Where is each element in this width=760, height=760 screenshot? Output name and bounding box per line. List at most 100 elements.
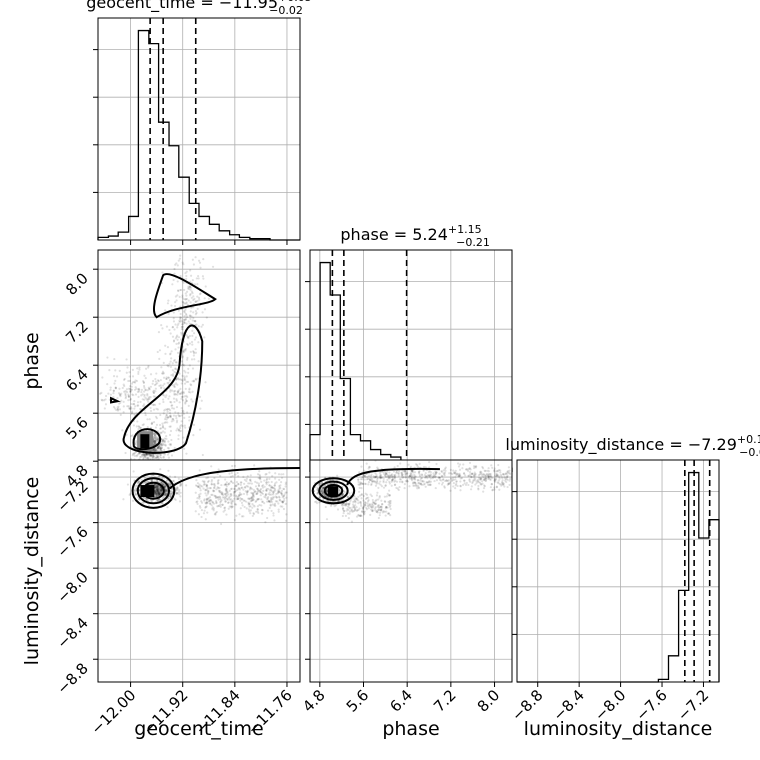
sample-point (201, 480, 204, 483)
sample-point (153, 448, 156, 452)
sample-point (477, 487, 480, 490)
sample-point (185, 452, 188, 455)
sample-point (181, 261, 184, 264)
sample-point (175, 299, 178, 302)
sample-point (370, 506, 373, 509)
sample-point (157, 489, 160, 492)
sample-point (194, 313, 197, 316)
sample-point (158, 485, 162, 489)
sample-point (444, 469, 447, 472)
sample-point (175, 342, 178, 345)
sample-point (198, 497, 201, 500)
sample-point (184, 387, 187, 390)
sample-point (164, 488, 167, 491)
sample-point (230, 500, 233, 503)
sample-point (201, 453, 204, 457)
sample-point (99, 392, 102, 395)
sample-point (285, 513, 288, 516)
sample-point (193, 297, 196, 300)
sample-point (284, 502, 287, 506)
sample-point (131, 375, 135, 378)
sample-point (129, 384, 132, 388)
sample-point (223, 498, 226, 501)
sample-point (176, 351, 180, 354)
sample-point (164, 309, 167, 312)
sample-point (342, 493, 345, 496)
sample-point (148, 454, 151, 458)
sample-point (280, 500, 283, 503)
sample-point (235, 481, 239, 484)
sample-point (187, 299, 190, 302)
sample-point (422, 469, 425, 472)
sample-point (474, 465, 477, 468)
sample-point (130, 412, 133, 415)
sample-point (189, 391, 192, 394)
sample-point (467, 483, 470, 487)
sample-point (179, 425, 182, 428)
sample-point (375, 498, 378, 501)
sample-point (235, 495, 238, 498)
sample-point (480, 483, 483, 486)
sample-point (350, 520, 354, 523)
sample-point (157, 491, 160, 494)
sample-point (459, 484, 462, 487)
sample-point (249, 509, 252, 512)
sample-point (130, 402, 133, 406)
sample-point (242, 475, 245, 478)
sample-point (383, 500, 386, 503)
sample-point (456, 473, 459, 476)
sample-point (404, 469, 407, 473)
sample-point (413, 478, 416, 481)
sample-point (350, 508, 353, 511)
sample-point (231, 464, 234, 468)
sample-point (130, 382, 134, 385)
sample-point (180, 397, 183, 400)
sample-point (413, 481, 416, 484)
sample-point (490, 475, 493, 478)
sample-point (240, 481, 243, 484)
sample-point (418, 474, 422, 478)
sample-point (321, 489, 325, 492)
sample-point (508, 479, 511, 482)
sample-point (406, 480, 409, 483)
sample-point (379, 476, 382, 479)
sample-point (183, 375, 186, 378)
sample-point (157, 493, 161, 496)
sample-point (368, 477, 371, 481)
sample-point (424, 485, 427, 488)
sample-point (150, 422, 154, 425)
sample-point (363, 502, 366, 505)
sample-point (138, 388, 141, 391)
sample-point (346, 507, 349, 510)
sample-point (207, 497, 210, 500)
sample-point (157, 475, 160, 478)
sample-point (413, 473, 416, 476)
sample-point (493, 467, 496, 470)
sample-point (241, 504, 244, 507)
sample-point (246, 493, 249, 496)
sample-point (158, 445, 161, 448)
sample-point (166, 446, 169, 450)
title-main-geocent_time: geocent_time = −11.95 (86, 0, 278, 13)
sample-point (261, 492, 264, 495)
sample-point (343, 491, 346, 494)
sample-point (197, 493, 201, 496)
sample-point (277, 495, 281, 498)
ytick-label-luminosity_distance-2: −8.0 (53, 568, 91, 606)
sample-point (161, 440, 164, 443)
sample-point (454, 472, 457, 475)
sample-point (155, 486, 158, 490)
sample-point (237, 487, 240, 490)
sample-point (487, 474, 490, 477)
sample-point (159, 442, 163, 446)
sample-point (367, 496, 370, 499)
sample-point (107, 392, 110, 395)
sample-point (125, 371, 128, 374)
sample-point (195, 500, 198, 504)
sample-point (441, 481, 444, 484)
sample-point (361, 476, 365, 479)
sample-point (192, 298, 195, 302)
sample-point (174, 498, 177, 501)
sample-point (206, 489, 210, 492)
sample-point (385, 481, 388, 484)
